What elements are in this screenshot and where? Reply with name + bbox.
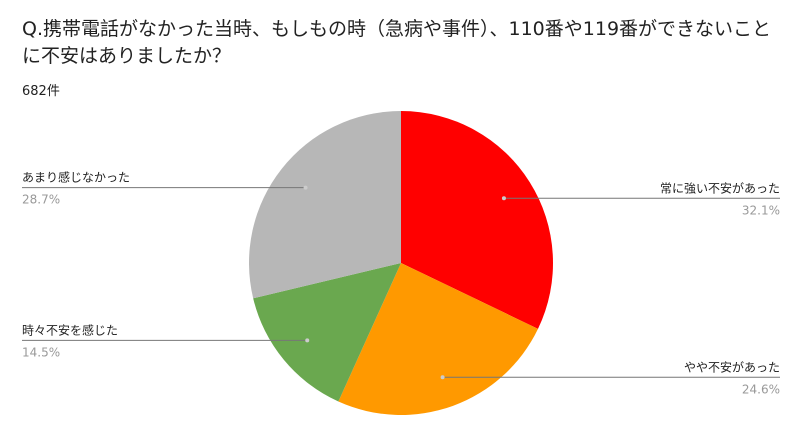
slice-label: 常に強い不安があった — [660, 180, 780, 195]
pie-slice — [249, 111, 401, 299]
slice-label: 時々不安を感じた — [22, 322, 118, 337]
chart-title: Q.携帯電話がなかった当時、もしもの時（急病や事件）、110番や119番ができな… — [22, 18, 772, 67]
chart-subtitle: 682件 — [22, 84, 60, 99]
leader-dot — [303, 185, 308, 190]
slice-label: やや不安があった — [684, 359, 780, 374]
slice-value-label: 24.6% — [742, 382, 780, 396]
leader-dot — [440, 375, 445, 380]
slice-value-label: 28.7% — [22, 193, 60, 207]
leader-dot — [501, 196, 506, 201]
slice-value-label: 14.5% — [22, 345, 60, 359]
leader-dot — [305, 338, 310, 343]
pie-slice — [253, 263, 401, 402]
pie-slice — [401, 111, 553, 329]
slice-value-label: 32.1% — [742, 203, 780, 217]
slice-label: あまり感じなかった — [22, 170, 130, 185]
